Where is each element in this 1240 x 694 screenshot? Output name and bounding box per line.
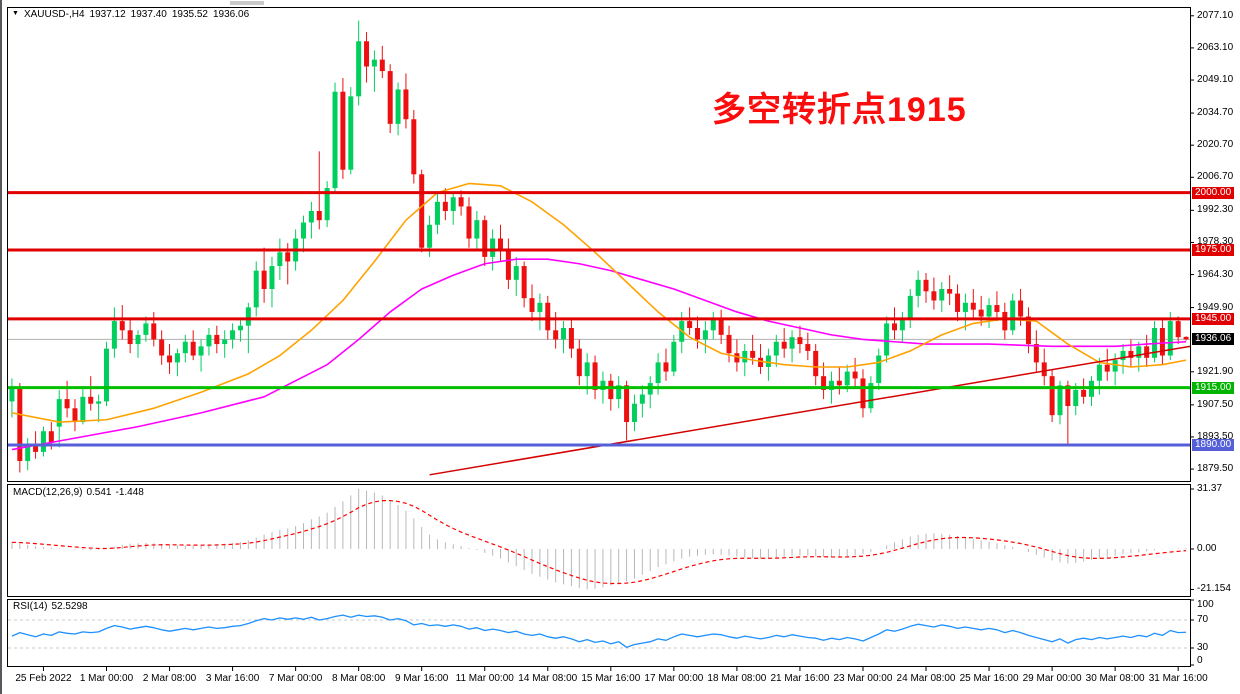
- rsi-axis-label: 70: [1197, 614, 1209, 625]
- time-axis-label: 1 Mar 00:00: [79, 673, 134, 684]
- time-axis-label: 9 Mar 16:00: [395, 673, 449, 684]
- ohlc-low: 1935.52: [171, 9, 208, 20]
- rsi-axis-label: 0: [1197, 655, 1203, 666]
- time-axis-label: 23 Mar 00:00: [833, 673, 893, 684]
- price-level-badge: 2000.00: [1192, 186, 1235, 199]
- time-axis-label: 8 Mar 08:00: [331, 673, 386, 684]
- macd-axis-label: 31.37: [1197, 483, 1223, 494]
- time-axis-label: 2 Mar 08:00: [142, 673, 197, 684]
- price-axis-label: 1893.50: [1197, 430, 1234, 442]
- macd-axis-label: 0.00: [1197, 543, 1217, 554]
- macd-name: MACD(12,26,9): [13, 487, 83, 498]
- ohlc-high: 1937.40: [130, 9, 167, 20]
- price-level-badge: 1975.00: [1192, 244, 1235, 256]
- price-axis-label: 1907.50: [1197, 398, 1234, 410]
- symbol-ohlc-readout: ▼ XAUUSD-,H4 1937.12 1937.40 1935.52 1936.06: [12, 9, 254, 20]
- rsi-label: RSI(14) 52.5298: [13, 601, 92, 612]
- symbol-period-label: XAUUSD-,H4: [23, 9, 85, 20]
- rsi-axis-label: 30: [1197, 642, 1209, 653]
- window-top-strip: [2, 0, 1240, 7]
- price-axis-label: 2020.70: [1197, 139, 1234, 151]
- dropdown-triangle-icon[interactable]: ▼: [12, 10, 19, 17]
- window-left-edge: [0, 0, 2, 694]
- time-axis-label: 31 Mar 16:00: [1148, 673, 1208, 684]
- price-axis-label: 1978.30: [1197, 236, 1234, 248]
- price-level-badge: 1890.00: [1192, 438, 1235, 451]
- price-axis-label: 1949.90: [1197, 301, 1234, 313]
- ohlc-open: 1937.12: [89, 9, 126, 20]
- annotation-text: 多空转折点1915: [712, 91, 967, 129]
- ohlc-close: 1936.06: [212, 9, 250, 20]
- price-axis-label: 1964.30: [1197, 268, 1234, 280]
- rsi-name: RSI(14): [13, 601, 48, 612]
- price-axis-label: 2063.10: [1197, 41, 1234, 53]
- price-level-badge: 1945.00: [1192, 312, 1235, 325]
- price-axis-label: 2049.10: [1197, 74, 1234, 86]
- time-axis-label: 3 Mar 16:00: [205, 673, 260, 684]
- time-axis-label: 29 Mar 00:00: [1022, 673, 1082, 684]
- macd-label: MACD(12,26,9) 0.541 -1.448: [13, 487, 148, 498]
- macd-main-value: 0.541: [86, 487, 112, 498]
- time-axis-label: 21 Mar 16:00: [770, 673, 830, 684]
- time-axis-label: 11 Mar 00:00: [455, 673, 514, 684]
- time-axis-label: 24 Mar 08:00: [896, 673, 956, 684]
- rsi-value: 52.5298: [51, 601, 88, 612]
- time-axis-label: 18 Mar 08:00: [707, 673, 767, 684]
- price-axis[interactable]: 2077.10 2063.10 2049.10 2034.70 2020.70 2006.…: [1191, 0, 1240, 694]
- price-axis-label: 2034.70: [1197, 107, 1234, 119]
- price-axis-label: 1921.90: [1197, 365, 1234, 377]
- price-axis-label: 1992.30: [1197, 204, 1234, 216]
- scrollbar-thumb[interactable]: [230, 1, 264, 5]
- price-axis-label: 1879.50: [1197, 463, 1234, 475]
- price-level-badge: 1936.06: [1192, 333, 1235, 346]
- time-axis-label: 30 Mar 08:00: [1085, 673, 1145, 684]
- time-axis[interactable]: 25 Feb 2022 1 Mar 00:00 2 Mar 08:00 3 Mar 1…: [0, 672, 1240, 692]
- time-axis-label: 17 Mar 00:00: [644, 673, 704, 684]
- time-axis-label: 7 Mar 00:00: [268, 673, 323, 684]
- time-axis-label: 25 Mar 16:00: [959, 673, 1019, 684]
- macd-axis-label: -21.154: [1197, 583, 1231, 595]
- rsi-axis-label: 100: [1197, 599, 1214, 610]
- time-axis-label: 15 Mar 16:00: [581, 673, 641, 684]
- price-level-badge: 1915.00: [1192, 381, 1235, 394]
- price-axis-label: 2077.10: [1197, 9, 1234, 21]
- time-axis-label: 14 Mar 08:00: [518, 673, 578, 684]
- macd-signal-value: -1.448: [115, 487, 144, 498]
- price-axis-label: 2006.70: [1197, 171, 1234, 183]
- time-axis-label: 25 Feb 2022: [15, 673, 72, 684]
